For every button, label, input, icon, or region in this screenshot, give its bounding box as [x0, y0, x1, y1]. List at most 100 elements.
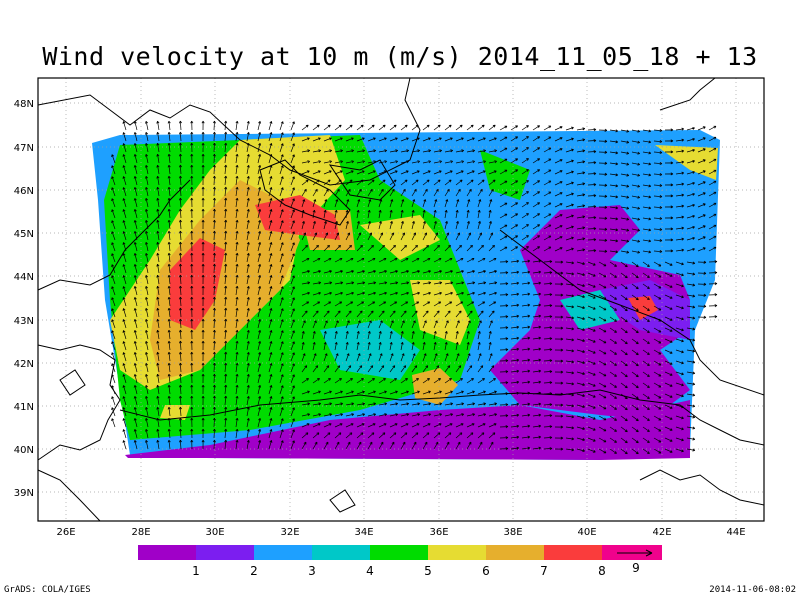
wind-arrow — [521, 147, 529, 153]
wind-arrow — [235, 175, 239, 186]
wind-arrow — [444, 301, 453, 307]
wind-arrow — [312, 291, 321, 296]
wind-arrow — [167, 428, 171, 439]
wind-arrow — [389, 432, 397, 439]
colorbar-label: 2 — [250, 564, 258, 578]
wind-arrow — [499, 348, 509, 352]
wind-arrow — [444, 232, 450, 241]
wind-arrow — [455, 330, 459, 340]
wind-arrow — [400, 341, 404, 351]
wind-arrow — [609, 140, 619, 144]
wind-arrow — [257, 285, 262, 296]
wind-arrow — [246, 318, 250, 329]
colorbar-swatch — [486, 545, 544, 560]
wind-arrow — [190, 384, 194, 395]
wind-arrow — [697, 137, 706, 142]
wind-arrow — [201, 230, 205, 241]
wind-arrow — [345, 432, 353, 439]
lat-label: 47N — [14, 143, 34, 154]
wind-arrow — [400, 423, 409, 428]
wind-arrow — [653, 305, 662, 311]
wind-arrow — [631, 173, 641, 177]
wind-arrow — [111, 264, 116, 274]
wind-arrow — [323, 330, 327, 340]
wind-arrow — [499, 315, 509, 319]
wind-arrow — [543, 180, 552, 186]
wind-arrow — [279, 220, 284, 230]
wind-arrow — [609, 294, 617, 300]
wind-arrow — [609, 448, 617, 454]
wind-arrow — [235, 230, 239, 241]
wind-arrow — [587, 327, 596, 332]
wind-arrow — [378, 330, 382, 340]
wind-arrow — [422, 330, 426, 340]
wind-arrow — [576, 127, 586, 131]
wind-arrow — [488, 270, 497, 274]
wind-arrow — [642, 195, 652, 199]
wind-arrow — [133, 407, 138, 417]
wind-arrow — [400, 390, 409, 395]
wind-arrow — [576, 316, 585, 321]
wind-arrow — [708, 169, 717, 175]
wind-arrow — [532, 358, 542, 362]
wind-arrow — [422, 124, 430, 131]
wind-arrow — [257, 439, 262, 450]
wind-arrow — [367, 209, 371, 219]
wind-arrow — [257, 219, 262, 230]
wind-arrow — [356, 179, 364, 186]
wind-arrow — [400, 124, 408, 131]
wind-arrow — [156, 362, 160, 373]
wind-arrow — [290, 286, 295, 296]
wind-arrow — [477, 291, 486, 296]
wind-arrow — [212, 175, 216, 186]
wind-arrow — [279, 385, 284, 395]
wind-arrow — [422, 341, 426, 351]
wind-arrow — [122, 440, 127, 450]
wind-arrow — [156, 208, 160, 219]
wind-arrow — [686, 437, 696, 441]
wind-arrow — [565, 137, 574, 142]
wind-arrow — [433, 160, 443, 164]
wind-arrow — [433, 179, 441, 186]
wind-arrow — [433, 378, 441, 384]
wind-arrow — [532, 136, 541, 142]
wind-arrow — [145, 142, 149, 153]
wind-arrow — [444, 390, 453, 395]
wind-arrow — [190, 230, 194, 241]
wind-arrow — [587, 194, 597, 198]
wind-arrow — [554, 282, 564, 286]
wind-arrow — [565, 360, 575, 364]
wind-arrow — [576, 382, 585, 387]
wind-arrow — [290, 275, 295, 285]
wind-arrow — [565, 371, 575, 375]
wind-arrow — [609, 305, 617, 311]
wind-arrow — [510, 158, 519, 164]
wind-arrow — [122, 220, 127, 230]
wind-arrow — [466, 402, 476, 406]
wind-arrow — [279, 319, 284, 329]
wind-arrow — [433, 301, 442, 307]
wind-arrow — [378, 281, 388, 285]
wind-arrow — [653, 426, 662, 432]
footer-credit: GrADS: COLA/IGES — [4, 585, 91, 595]
wind-arrow — [609, 162, 619, 166]
wind-arrow — [212, 131, 216, 142]
wind-arrow — [290, 132, 295, 142]
wind-arrow — [190, 274, 194, 285]
wind-arrow — [356, 199, 361, 208]
wind-arrow — [565, 236, 574, 241]
wind-arrow — [323, 341, 327, 351]
wind-arrow — [356, 353, 361, 362]
wind-arrow — [122, 396, 127, 406]
wind-arrow — [122, 385, 127, 395]
wind-arrow — [543, 381, 553, 384]
wind-arrow — [609, 382, 617, 388]
wind-arrow — [224, 318, 228, 329]
wind-arrow — [642, 272, 650, 278]
wind-arrow — [642, 415, 650, 421]
wind-arrow — [510, 303, 520, 307]
wind-arrow — [257, 274, 262, 285]
wind-arrow — [598, 161, 608, 165]
wind-arrow — [224, 340, 228, 351]
wind-arrow — [167, 219, 171, 230]
